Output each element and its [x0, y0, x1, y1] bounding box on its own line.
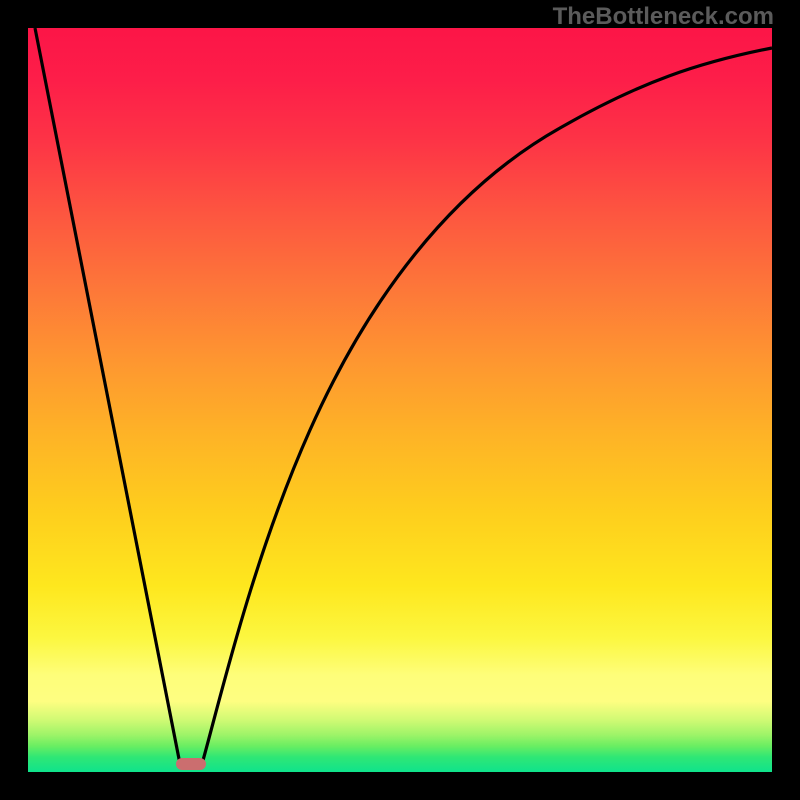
chart-container: TheBottleneck.com	[0, 0, 800, 800]
curve-right-segment	[202, 48, 772, 764]
curve-overlay	[0, 0, 800, 800]
curve-left-segment	[35, 28, 180, 764]
valley-marker	[176, 758, 206, 770]
